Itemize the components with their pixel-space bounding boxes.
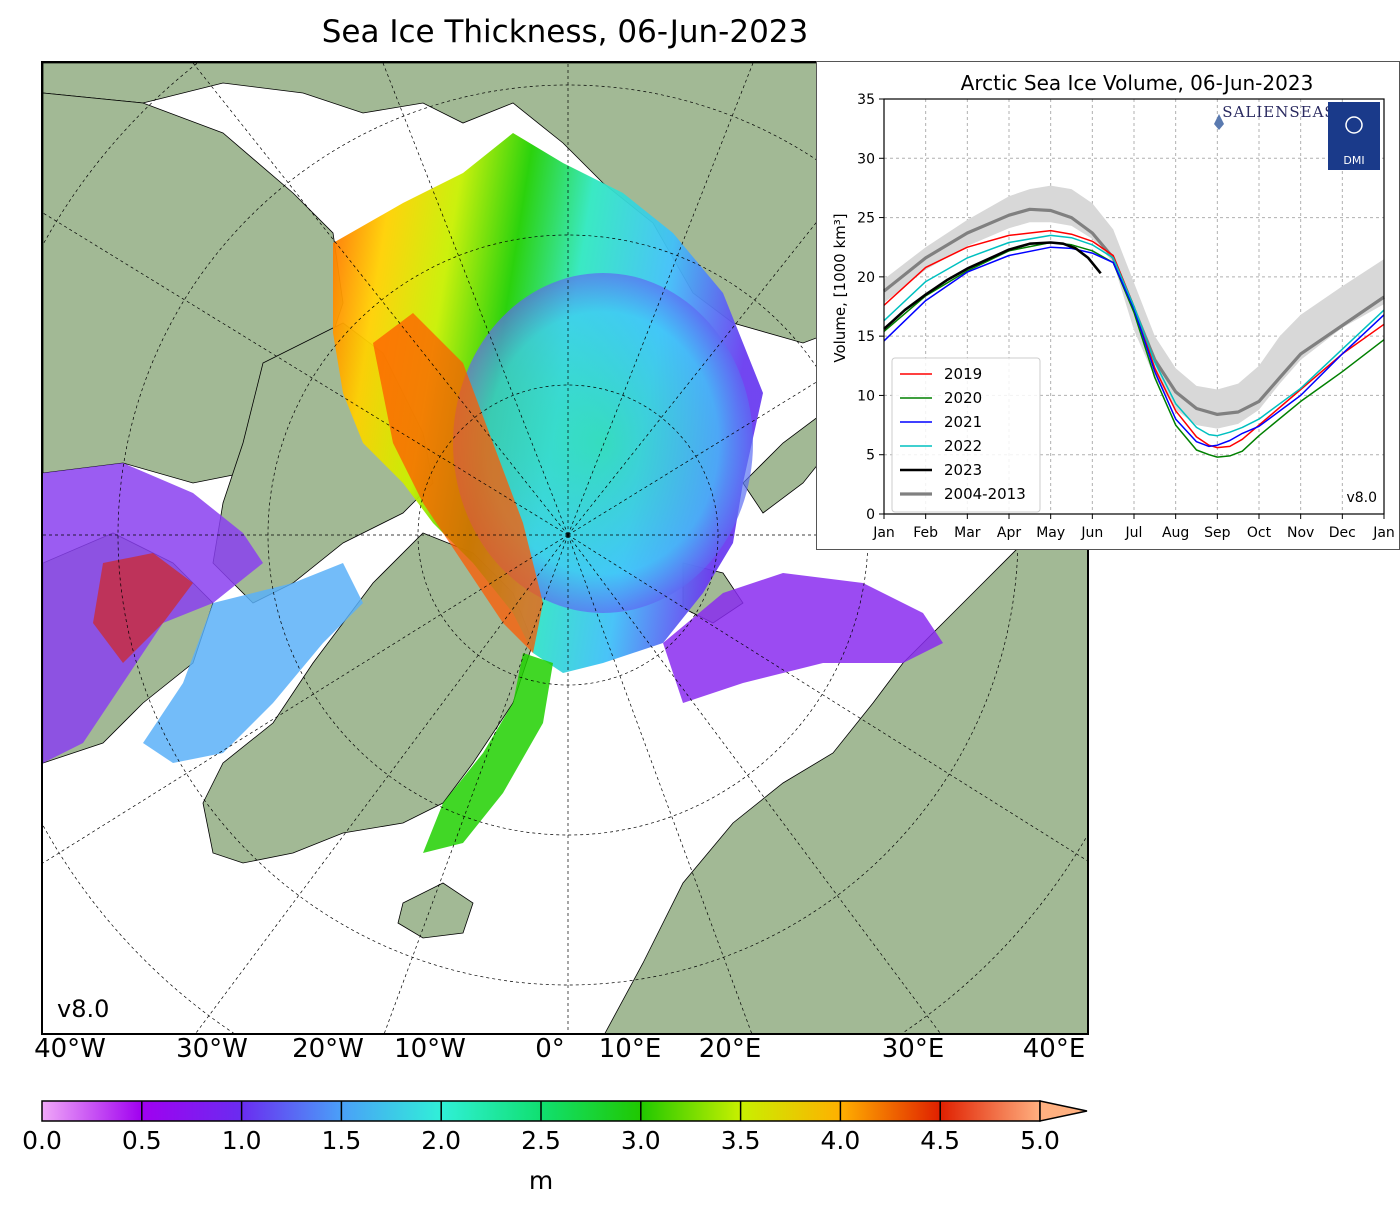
dmi-badge: DMI xyxy=(1328,102,1380,170)
lon-label-10w: 10°W xyxy=(394,1034,466,1064)
y-tick-label: 0 xyxy=(866,507,875,523)
salienseas-logo-text: SALIENSEAS xyxy=(1222,103,1335,121)
legend-label-2023: 2023 xyxy=(944,461,982,479)
x-tick-label: Jun xyxy=(1080,525,1103,541)
volume-chart: Arctic Sea Ice Volume, 06-Jun-2023 Jan Fe… xyxy=(831,71,1395,541)
colorbar xyxy=(41,1096,1089,1126)
legend-label-2004-2013: 2004-2013 xyxy=(944,485,1026,503)
x-tick-label: Jan xyxy=(872,525,895,541)
sea-ice-hudson xyxy=(93,553,193,663)
x-tick-label: Oct xyxy=(1247,525,1272,541)
series-line-2022 xyxy=(883,234,1385,437)
legend-label-2022: 2022 xyxy=(944,437,982,455)
y-tick-label: 30 xyxy=(857,151,875,167)
lon-label-40w: 40°W xyxy=(34,1034,106,1064)
y-tick-label: 5 xyxy=(866,448,875,464)
lon-label-0: 0° xyxy=(535,1034,565,1064)
chart-lines xyxy=(883,207,1385,458)
land-iceland xyxy=(397,882,474,939)
chart-ylabel: Volume, [1000 km³] xyxy=(831,213,849,362)
sea-ice-east-greenland xyxy=(423,653,553,853)
colorbar-extend-arrow xyxy=(1039,1100,1088,1122)
x-tick-label: Feb xyxy=(913,525,938,541)
lon-label-10e: 10°E xyxy=(598,1034,662,1064)
legend-label-2020: 2020 xyxy=(944,389,982,407)
chart-legend: 2019 2020 2021 2022 2023 2004-2013 xyxy=(891,357,1041,513)
sea-ice-west-greenland xyxy=(143,563,363,763)
colorbar-tick-label: 3.0 xyxy=(620,1126,661,1155)
legend-label-2019: 2019 xyxy=(944,365,982,383)
sea-ice-layer xyxy=(43,133,943,853)
sea-ice-barents xyxy=(663,573,943,703)
chart-version: v8.0 xyxy=(1346,490,1377,506)
y-tick-label: 10 xyxy=(857,388,875,404)
lon-label-40e: 40°E xyxy=(1022,1034,1086,1064)
chart-title: Arctic Sea Ice Volume, 06-Jun-2023 xyxy=(961,71,1314,95)
x-tick-label: Aug xyxy=(1162,525,1189,541)
land-scandinavia-russia xyxy=(604,467,1087,1033)
series-line-2020 xyxy=(883,241,1385,458)
x-tick-label: Apr xyxy=(997,525,1021,541)
series-line-2021 xyxy=(883,246,1385,448)
map-title: Sea Ice Thickness, 06-Jun-2023 xyxy=(321,14,809,50)
y-tick-label: 35 xyxy=(857,92,875,108)
colorbar-tick-label: 0.5 xyxy=(121,1126,162,1155)
colorbar-tick-label: 2.5 xyxy=(521,1126,561,1155)
series-line-2023 xyxy=(883,241,1102,330)
chart-axes: Jan Feb Mar Apr May Jun Jul Aug Sep Oct Nov Dec Jan 0… xyxy=(857,92,1395,541)
colorbar-tick-label: 2.0 xyxy=(421,1126,462,1155)
dmi-badge-text: DMI xyxy=(1343,154,1364,167)
lon-label-30w: 30°W xyxy=(176,1034,248,1064)
lon-label-20e: 20°E xyxy=(698,1034,762,1064)
x-tick-label: Nov xyxy=(1287,525,1314,541)
volume-chart-inset: Arctic Sea Ice Volume, 06-Jun-2023 Jan Fe… xyxy=(816,61,1400,550)
salienseas-logo: SALIENSEAS xyxy=(1214,103,1335,130)
colorbar-tick-label: 0.0 xyxy=(22,1126,62,1155)
colorbar-tick-label: 4.0 xyxy=(820,1126,861,1155)
y-tick-label: 20 xyxy=(857,270,875,286)
lon-label-20w: 20°W xyxy=(292,1034,364,1064)
legend-box xyxy=(891,357,1041,513)
lon-label-30e: 30°E xyxy=(881,1034,945,1064)
sea-ice-central xyxy=(453,273,753,613)
colorbar-tick-label: 1.0 xyxy=(221,1126,262,1155)
x-tick-label: Sep xyxy=(1204,525,1231,541)
colorbar-tick-label: 5.0 xyxy=(1020,1126,1060,1155)
x-tick-label: Mar xyxy=(954,525,981,541)
x-tick-label: Jan xyxy=(1372,525,1395,541)
colorbar-tick-label: 1.5 xyxy=(321,1126,362,1155)
x-tick-label: Jul xyxy=(1125,525,1143,541)
colorbar-unit: m xyxy=(528,1166,554,1195)
x-tick-label: Dec xyxy=(1329,525,1356,541)
colorbar-tick-label: 4.5 xyxy=(920,1126,961,1155)
map-version-label: v8.0 xyxy=(57,995,110,1023)
dmi-badge-box xyxy=(1328,102,1380,170)
legend-label-2021: 2021 xyxy=(944,413,982,431)
dmi-crown-icon xyxy=(1345,116,1363,134)
sea-ice-thick-band xyxy=(373,313,543,653)
y-tick-label: 25 xyxy=(857,211,875,227)
salienseas-drop-icon xyxy=(1214,114,1224,130)
x-tick-label: May xyxy=(1036,525,1065,541)
colorbar-tick-label: 3.5 xyxy=(720,1126,761,1155)
y-tick-label: 15 xyxy=(857,329,875,345)
